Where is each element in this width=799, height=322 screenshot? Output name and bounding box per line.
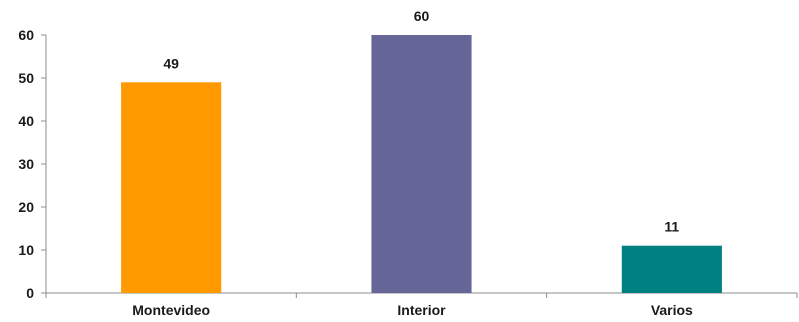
y-tick-label: 40 (18, 113, 34, 129)
x-axis: Montevideo Interior Varios (45, 292, 798, 318)
y-tick-label: 0 (26, 285, 34, 301)
y-tick-label: 60 (18, 27, 34, 43)
bar-varios (621, 245, 722, 293)
data-label: 60 (414, 8, 430, 24)
y-tick-label: 20 (18, 199, 34, 215)
x-tick-label: Montevideo (132, 302, 210, 318)
y-tick-label: 10 (18, 242, 34, 258)
y-tick-label: 50 (18, 70, 34, 86)
x-tick-label: Interior (397, 302, 446, 318)
y-tick-label: 30 (18, 156, 34, 172)
data-label: 49 (163, 55, 179, 71)
bar-montevideo (121, 82, 222, 293)
bar-interior (371, 35, 472, 293)
data-label: 11 (664, 219, 679, 235)
bars (121, 35, 722, 293)
x-tick-label: Varios (651, 302, 693, 318)
data-labels: 49 60 11 (163, 8, 679, 235)
y-axis: 0 10 20 30 40 50 60 (18, 27, 47, 301)
